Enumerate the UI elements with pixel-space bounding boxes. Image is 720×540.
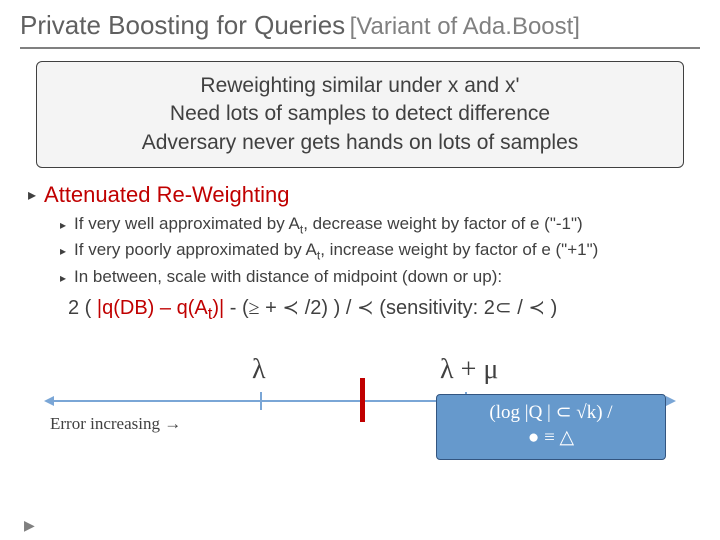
sub-bullet: ▸ If very poorly approximated by At, inc… xyxy=(60,240,700,262)
sub-bullet-text: If very well approximated by At, decreas… xyxy=(74,214,583,236)
section-heading: Attenuated Re-Weighting xyxy=(44,182,289,208)
callout-box: Reweighting similar under x and x' Need … xyxy=(36,61,684,168)
error-increasing-label: Error increasing → xyxy=(50,414,181,434)
tick-lambda xyxy=(260,392,262,410)
callout-line-2: Need lots of samples to detect differenc… xyxy=(51,100,669,128)
nav-arrow-icon: ▶ xyxy=(24,517,35,534)
slide-subtitle: [Variant of Ada.Boost] xyxy=(350,13,580,40)
tick-midpoint xyxy=(360,378,365,422)
result-line-1: (log |Q | ⊂ √k) / xyxy=(437,401,665,426)
sub-bullet-list: ▸ If very well approximated by At, decre… xyxy=(60,214,700,287)
label-lambda: λ xyxy=(252,354,266,386)
title-block: Private Boosting for Queries [Variant of… xyxy=(20,10,700,49)
result-box: (log |Q | ⊂ √k) / ● ≡ △ xyxy=(436,394,666,460)
callout-line-3: Adversary never gets hands on lots of sa… xyxy=(51,129,669,157)
bullet-arrow-icon: ▸ xyxy=(28,185,36,205)
label-lambda-mu: λ + μ xyxy=(440,354,498,386)
sub-bullet-arrow-icon: ▸ xyxy=(60,244,66,258)
result-line-2: ● ≡ △ xyxy=(437,426,665,451)
section-row: ▸ Attenuated Re-Weighting xyxy=(28,182,700,208)
sub-bullet-text: In between, scale with distance of midpo… xyxy=(74,267,502,287)
callout-line-1: Reweighting similar under x and x' xyxy=(51,72,669,100)
sub-bullet-arrow-icon: ▸ xyxy=(60,218,66,232)
sub-bullet-arrow-icon: ▸ xyxy=(60,271,66,285)
sub-bullet: ▸ If very well approximated by At, decre… xyxy=(60,214,700,236)
sub-bullet-text: If very poorly approximated by At, incre… xyxy=(74,240,598,262)
slide-title: Private Boosting for Queries xyxy=(20,10,345,40)
number-line: λ λ + μ Error increasing → (log |Q | ⊂ √… xyxy=(20,338,700,448)
formula: 2 ( |q(DB) – q(At)| - (≥ + ≺ /2) ) / ≺ (… xyxy=(68,295,700,324)
sub-bullet: ▸ In between, scale with distance of mid… xyxy=(60,267,700,287)
